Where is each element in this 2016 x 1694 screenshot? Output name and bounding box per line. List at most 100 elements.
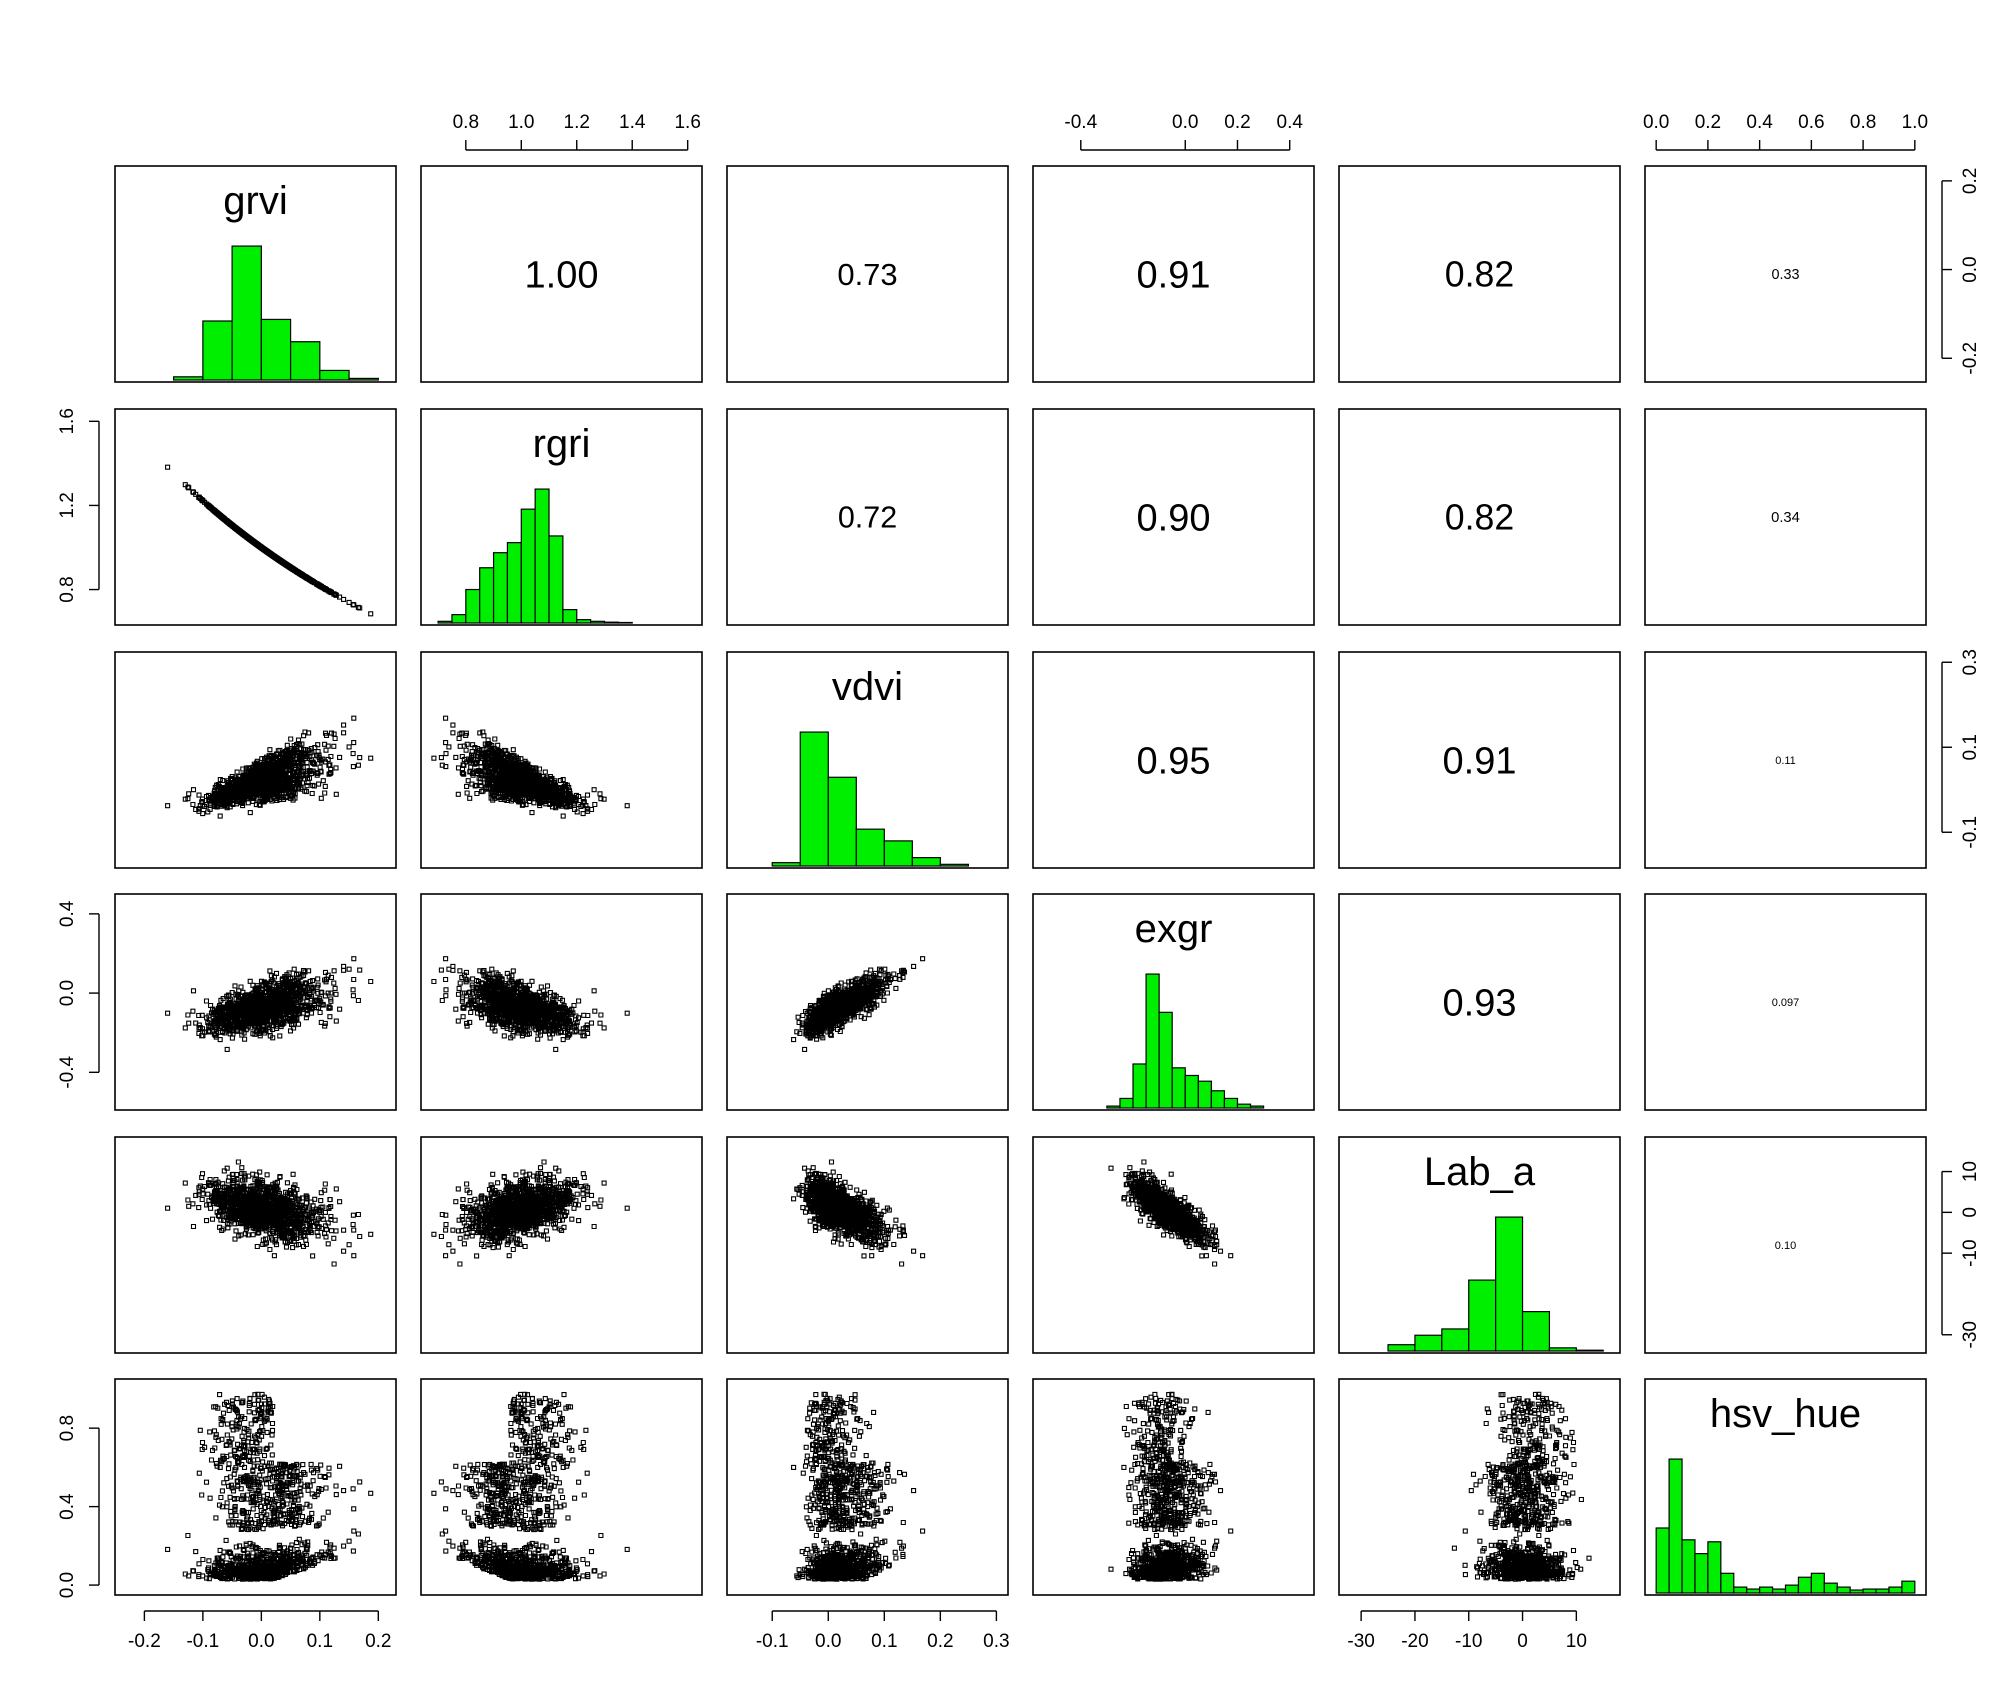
tick-label-right-Lab_a-0: -30 [1960,1321,1981,1348]
panel-frame-vdvi-rgri [420,651,703,869]
panel-frame-hsv_hue-rgri [420,1378,703,1596]
histogram-exgr [1106,973,1265,1109]
histogram-bar-rgri-10 [576,619,592,624]
tick-label-top-exgr-1: 0.0 [1172,112,1198,133]
histogram-bar-grvi-2 [231,245,262,381]
tick-label-right-vdvi-2: 0.3 [1960,649,1981,675]
histogram-bar-vdvi-6 [939,863,969,867]
scatter-points-Lab_a-vs-vdvi [791,1159,926,1267]
axis-left-rgri: 0.8 1.2 1.6 [57,408,100,603]
tick-label-bottom-Lab_a-2: -10 [1455,1631,1482,1652]
correlation-exgr-hsv_hue: 0.097 [1772,997,1800,1009]
histogram-bar-hsv_hue-15 [1849,1589,1864,1594]
tick-label-right-grvi-1: 0.0 [1960,256,1981,282]
panel-frame-Lab_a-Lab_a [1338,1136,1621,1354]
histogram-grvi [173,245,379,381]
histogram-bar-hsv_hue-10 [1784,1584,1800,1594]
scatter-points-hsv_hue-vs-Lab_a [1451,1391,1592,1582]
panel-frame-exgr-exgr [1032,893,1315,1111]
histogram-bar-exgr-5 [1171,1067,1186,1109]
scatter-exgr-vs-grvi [165,956,374,1052]
scatter-Lab_a-vs-rgri [431,1159,630,1267]
panel-frame-vdvi-grvi [114,651,397,869]
tick-label-left-rgri-1: 1.2 [57,492,78,518]
correlation-vdvi-hsv_hue: 0.11 [1775,755,1796,767]
panel-frame-hsv_hue-grvi [114,1378,397,1596]
panel-frame-exgr-hsv_hue [1644,893,1927,1111]
histogram-bar-exgr-3 [1145,973,1160,1109]
tick-label-bottom-Lab_a-4: 10 [1566,1631,1587,1652]
histogram-bar-hsv_hue-18 [1888,1586,1903,1594]
tick-label-right-Lab_a-1: -10 [1960,1239,1981,1266]
histogram-bar-exgr-6 [1184,1074,1199,1109]
histogram-bar-hsv_hue-6 [1733,1586,1748,1594]
tick-label-top-rgri-2: 1.2 [564,112,590,133]
tick-label-top-hsv_hue-5: 1.0 [1902,112,1928,133]
tick-label-right-vdvi-0: -0.1 [1960,816,1981,849]
histogram-bar-rgri-6 [520,508,536,624]
histogram-bar-grvi-4 [289,341,321,381]
panel-frame-Lab_a-vdvi [726,1136,1009,1354]
histogram-bar-Lab_a-2 [1441,1328,1470,1352]
tick-label-bottom-vdvi-0: -0.1 [756,1631,789,1652]
panel-frame-exgr-grvi [114,893,397,1111]
histogram-bar-hsv_hue-13 [1823,1582,1838,1594]
tick-label-right-vdvi-1: 0.1 [1960,734,1981,760]
tick-label-top-exgr-2: 0.2 [1224,112,1250,133]
histogram-bar-vdvi-2 [827,776,857,867]
histogram-bar-rgri-13 [617,621,633,624]
tick-label-left-exgr-1: 0.0 [57,980,78,1006]
correlation-grvi-rgri: 1.00 [525,254,599,296]
scatter-points-Lab_a-vs-rgri [431,1159,630,1267]
histogram-bar-hsv_hue-8 [1759,1586,1774,1594]
tick-label-bottom-Lab_a-1: -20 [1401,1631,1428,1652]
tick-label-bottom-grvi-3: 0.1 [307,1631,333,1652]
tick-label-top-hsv_hue-4: 0.8 [1850,112,1876,133]
axis-right-Lab_a: -30 -10 0 10 [1941,1161,1981,1348]
histogram-bar-grvi-1 [202,320,233,381]
tick-label-bottom-Lab_a-0: -30 [1347,1631,1374,1652]
panel-frame-grvi-Lab_a [1338,165,1621,383]
histogram-bar-exgr-7 [1197,1080,1212,1109]
histogram-hsv_hue [1655,1458,1916,1594]
scatter-points-exgr-vs-rgri [431,956,630,1052]
variable-name-grvi: grvi [223,179,287,223]
panel-frame-exgr-Lab_a [1338,893,1621,1111]
panel-frame-vdvi-exgr [1032,651,1315,869]
histogram-bar-hsv_hue-1 [1668,1458,1683,1594]
histogram-bar-exgr-1 [1119,1097,1134,1109]
panel-frame-exgr-rgri [420,893,703,1111]
histogram-bar-grvi-6 [348,377,379,381]
scatter-Lab_a-vs-exgr [1108,1159,1234,1267]
histogram-bar-vdvi-0 [771,862,801,867]
histogram-bar-hsv_hue-7 [1746,1588,1761,1594]
histogram-bar-hsv_hue-11 [1797,1576,1812,1594]
correlation-Lab_a-hsv_hue: 0.10 [1775,1240,1796,1252]
histogram-bar-exgr-0 [1106,1105,1121,1109]
histogram-bar-hsv_hue-2 [1681,1539,1696,1594]
histogram-bar-vdvi-1 [799,731,829,867]
variable-name-rgri: rgri [533,422,591,466]
variable-name-hsv_hue: hsv_hue [1710,1392,1861,1436]
tick-label-right-Lab_a-2: 0 [1960,1207,1981,1218]
histogram-bar-exgr-4 [1158,1011,1173,1109]
scatter-points-vdvi-vs-grvi [165,715,374,819]
panel-frame-rgri-exgr [1032,408,1315,626]
tick-label-bottom-grvi-1: -0.1 [186,1631,219,1652]
tick-label-top-rgri-1: 1.0 [508,112,534,133]
scatter-exgr-vs-rgri [431,956,630,1052]
histogram-bar-Lab_a-5 [1521,1311,1551,1352]
correlation-grvi-hsv_hue: 0.33 [1771,267,1799,283]
panel-frame-Lab_a-grvi [114,1136,397,1354]
panel-frame-grvi-hsv_hue [1644,165,1927,383]
axis-top-exgr: -0.4 0.0 0.2 0.4 [1064,112,1303,151]
correlation-vdvi-exgr: 0.95 [1137,740,1211,782]
histogram-bar-hsv_hue-5 [1720,1572,1735,1594]
tick-label-top-hsv_hue-1: 0.2 [1695,112,1721,133]
histogram-bar-Lab_a-1 [1414,1334,1443,1352]
tick-label-left-exgr-0: -0.4 [57,1056,78,1089]
panel-frame-exgr-vdvi [726,893,1009,1111]
histogram-bar-vdvi-5 [911,857,941,867]
